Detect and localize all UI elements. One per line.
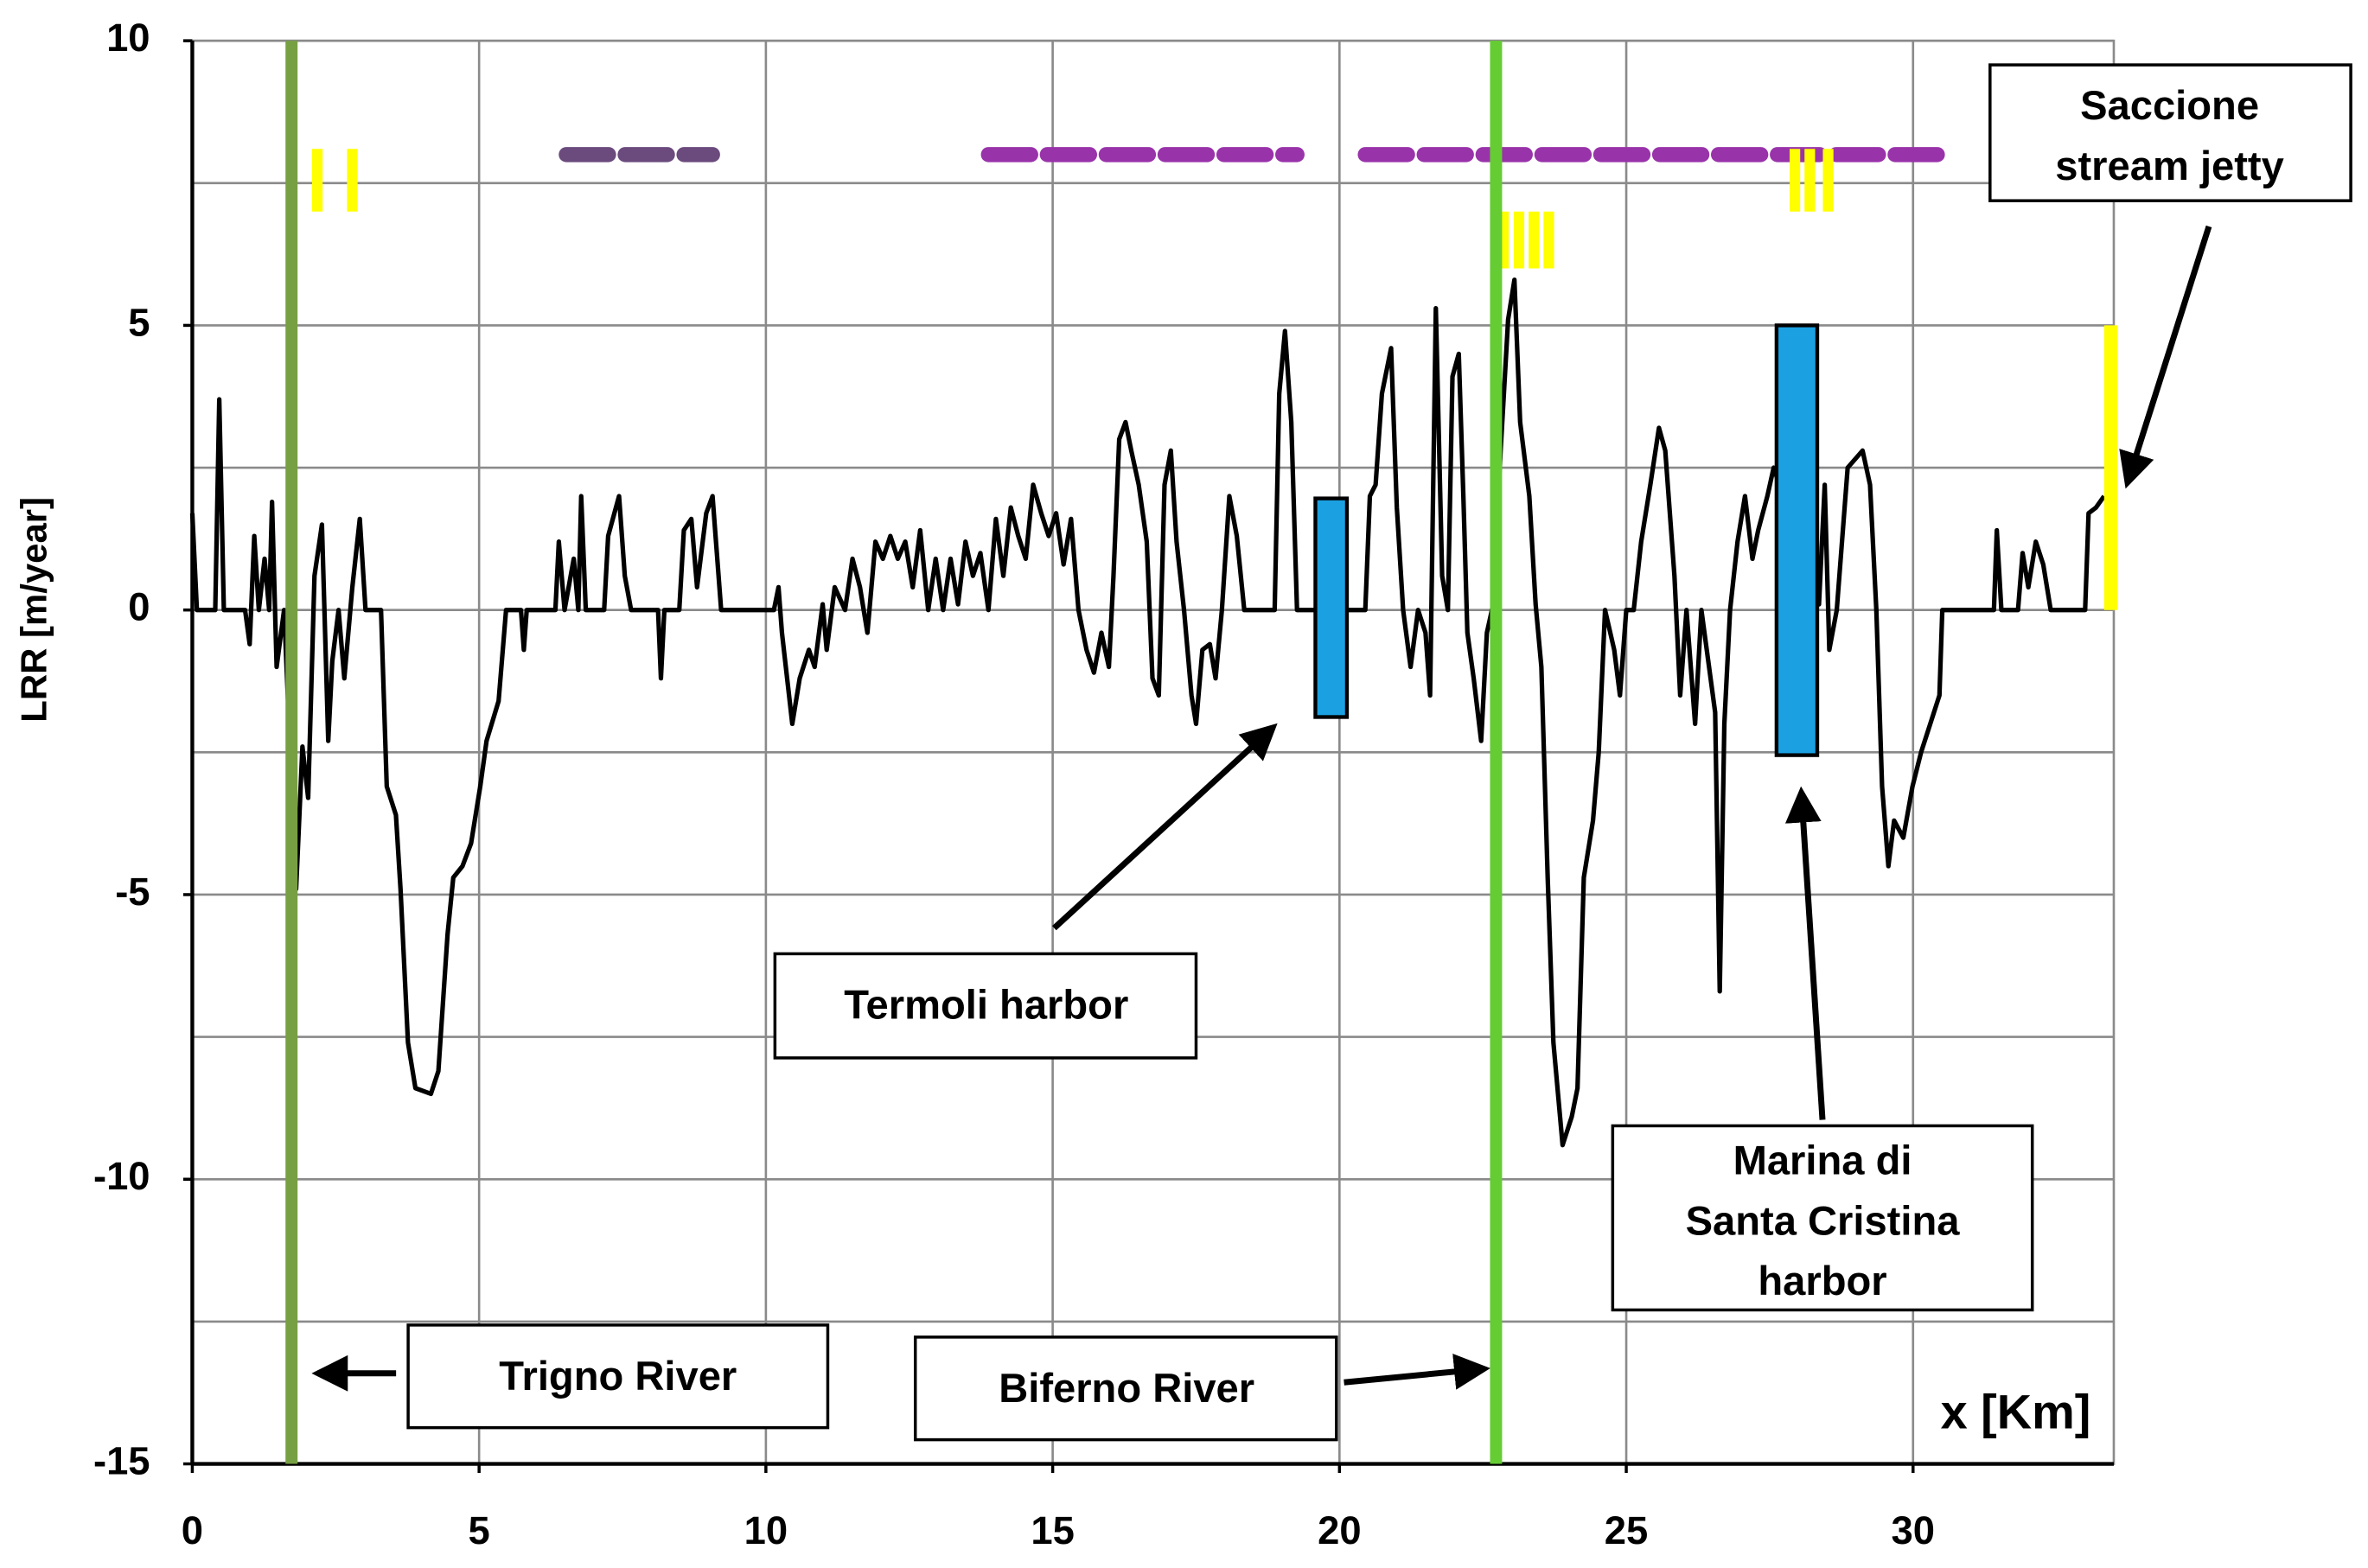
annotation-text: Termoli harbor [844, 982, 1128, 1028]
harbor-bar [1774, 323, 1820, 757]
harbor-bar [1313, 496, 1350, 719]
annotation-arrow [1784, 786, 1826, 1120]
annotation-arrow [1051, 723, 1278, 931]
x-tick-label: 0 [182, 1508, 203, 1552]
annotation-box [913, 1335, 1338, 1442]
annotation-box [1988, 63, 2352, 202]
annotation-text: harbor [1758, 1258, 1886, 1303]
annotation-text: Saccione [2080, 82, 2259, 128]
x-tick-label: 15 [1031, 1508, 1074, 1552]
annotation-box [773, 952, 1198, 1060]
x-tick-label: 25 [1605, 1508, 1648, 1552]
annotation-text: stream jetty [2055, 143, 2284, 188]
annotation-box [406, 1323, 830, 1430]
y-tick-label: -10 [93, 1154, 150, 1198]
data-line [189, 277, 2106, 1148]
x-tick-label: 5 [469, 1508, 490, 1552]
y-tick-label: -5 [115, 870, 150, 914]
x-axis-label: x [Km] [1941, 1384, 2091, 1438]
annotation-arrow [2119, 225, 2212, 489]
annotation-arrow [1344, 1354, 1490, 1390]
x-tick-label: 20 [1318, 1508, 1361, 1552]
annotation-text: Marina di [1733, 1138, 1912, 1183]
y-tick-label: 0 [128, 585, 150, 629]
x-tick-label: 10 [744, 1508, 788, 1552]
annotation-text: Biferno River [999, 1365, 1254, 1411]
annotation-box [1611, 1124, 2034, 1312]
y-axis-label: LRR [m/year] [14, 497, 54, 723]
annotation-text: Trigno River [499, 1353, 737, 1399]
y-tick-label: 10 [106, 16, 150, 60]
y-tick-label: 5 [128, 300, 150, 344]
annotation-text: Santa Cristina [1686, 1197, 1961, 1243]
y-tick-label: -15 [93, 1439, 150, 1483]
x-tick-label: 30 [1892, 1508, 1935, 1552]
